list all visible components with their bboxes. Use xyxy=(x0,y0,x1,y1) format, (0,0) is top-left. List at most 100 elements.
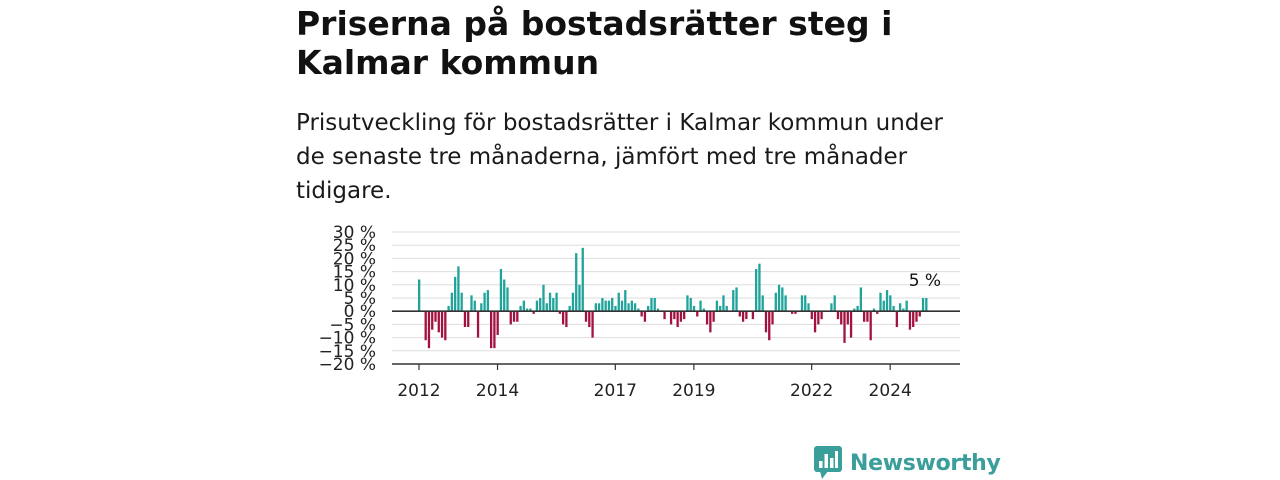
bar xyxy=(696,311,699,317)
bar xyxy=(473,300,476,312)
bar xyxy=(732,290,735,312)
bar xyxy=(591,311,594,338)
brand-name: Newsworthy xyxy=(850,450,1001,476)
bar xyxy=(705,311,709,325)
bar xyxy=(908,311,912,330)
y-tick-label: −20 % xyxy=(319,355,376,375)
bar xyxy=(496,311,499,335)
bar xyxy=(594,303,597,312)
newsworthy-logo: Newsworthy xyxy=(814,446,1001,480)
bar xyxy=(620,300,624,312)
bar xyxy=(849,311,853,338)
bar-layer xyxy=(418,247,928,349)
bar xyxy=(676,311,679,328)
bar xyxy=(921,298,925,312)
bar xyxy=(476,311,480,338)
y-tick-label: 10 % xyxy=(333,276,376,296)
y-tick-label: 0 % xyxy=(344,302,376,322)
bar xyxy=(709,311,712,333)
bar xyxy=(702,308,705,312)
bar xyxy=(735,287,738,312)
bar xyxy=(768,311,771,341)
bar xyxy=(516,311,519,322)
bar xyxy=(548,292,552,312)
y-tick-label: −10 % xyxy=(319,329,376,349)
bar xyxy=(545,303,548,312)
bar xyxy=(525,308,529,312)
latest-value-annotation: 5 % xyxy=(909,271,941,291)
bar xyxy=(686,295,689,312)
bar xyxy=(781,287,784,312)
bar xyxy=(885,290,889,312)
bar xyxy=(777,284,781,312)
bar xyxy=(647,305,650,312)
bar xyxy=(876,311,879,314)
bar xyxy=(643,311,647,322)
bar xyxy=(509,311,512,325)
bar xyxy=(872,308,876,312)
bar xyxy=(637,308,640,312)
bar xyxy=(918,311,921,317)
bar xyxy=(905,300,908,312)
bar xyxy=(898,303,902,312)
bar xyxy=(807,303,810,312)
bar xyxy=(418,279,421,312)
bar xyxy=(745,311,748,320)
bar xyxy=(614,305,617,312)
bar xyxy=(689,298,692,312)
bar xyxy=(552,298,555,312)
y-tick-label: 25 % xyxy=(333,236,376,256)
bar xyxy=(450,292,454,312)
bar xyxy=(480,303,483,312)
bar xyxy=(758,263,761,312)
bar xyxy=(895,311,899,328)
bar xyxy=(862,311,866,322)
bar-chart-speech-bubble-icon xyxy=(814,446,842,479)
bar xyxy=(486,290,490,312)
x-tick-label: 2019 xyxy=(672,381,715,401)
bar xyxy=(751,311,755,320)
bar xyxy=(879,292,882,312)
bar xyxy=(892,305,895,312)
y-tick-label: 30 % xyxy=(333,223,376,243)
y-tick-label: −15 % xyxy=(319,342,376,362)
bar xyxy=(604,300,607,312)
bar xyxy=(869,311,872,341)
bar xyxy=(640,311,643,317)
bar xyxy=(692,305,696,312)
bar xyxy=(434,311,437,322)
bar xyxy=(712,311,715,322)
axis-layer: −20 %−15 %−10 %−5 %0 %5 %10 %15 %20 %25 … xyxy=(319,223,960,401)
bar xyxy=(463,311,467,328)
bar xyxy=(846,311,849,325)
chart-title: Priserna på bostadsrätter steg i Kalmar … xyxy=(296,4,893,82)
y-tick-label: 20 % xyxy=(333,249,376,269)
bar xyxy=(650,298,653,312)
bar xyxy=(467,311,470,328)
bar xyxy=(444,311,447,341)
bar xyxy=(512,311,516,322)
bar xyxy=(755,268,758,312)
bar xyxy=(902,308,905,312)
bar xyxy=(503,279,506,312)
bar xyxy=(627,303,630,312)
bar xyxy=(532,311,535,314)
bar xyxy=(493,311,496,349)
bar xyxy=(836,311,840,320)
bar xyxy=(457,266,460,312)
bar xyxy=(431,311,434,330)
bar xyxy=(597,303,601,312)
bar xyxy=(856,305,859,312)
bar xyxy=(522,300,526,312)
y-tick-label: 15 % xyxy=(333,263,376,283)
bar xyxy=(784,295,787,312)
bar xyxy=(630,300,633,312)
bar xyxy=(519,305,522,312)
bar xyxy=(581,247,584,312)
bar xyxy=(499,268,503,312)
bar xyxy=(588,311,591,328)
bar xyxy=(427,311,431,349)
grid-layer xyxy=(392,231,960,352)
bar xyxy=(611,298,614,312)
bar xyxy=(424,311,427,341)
